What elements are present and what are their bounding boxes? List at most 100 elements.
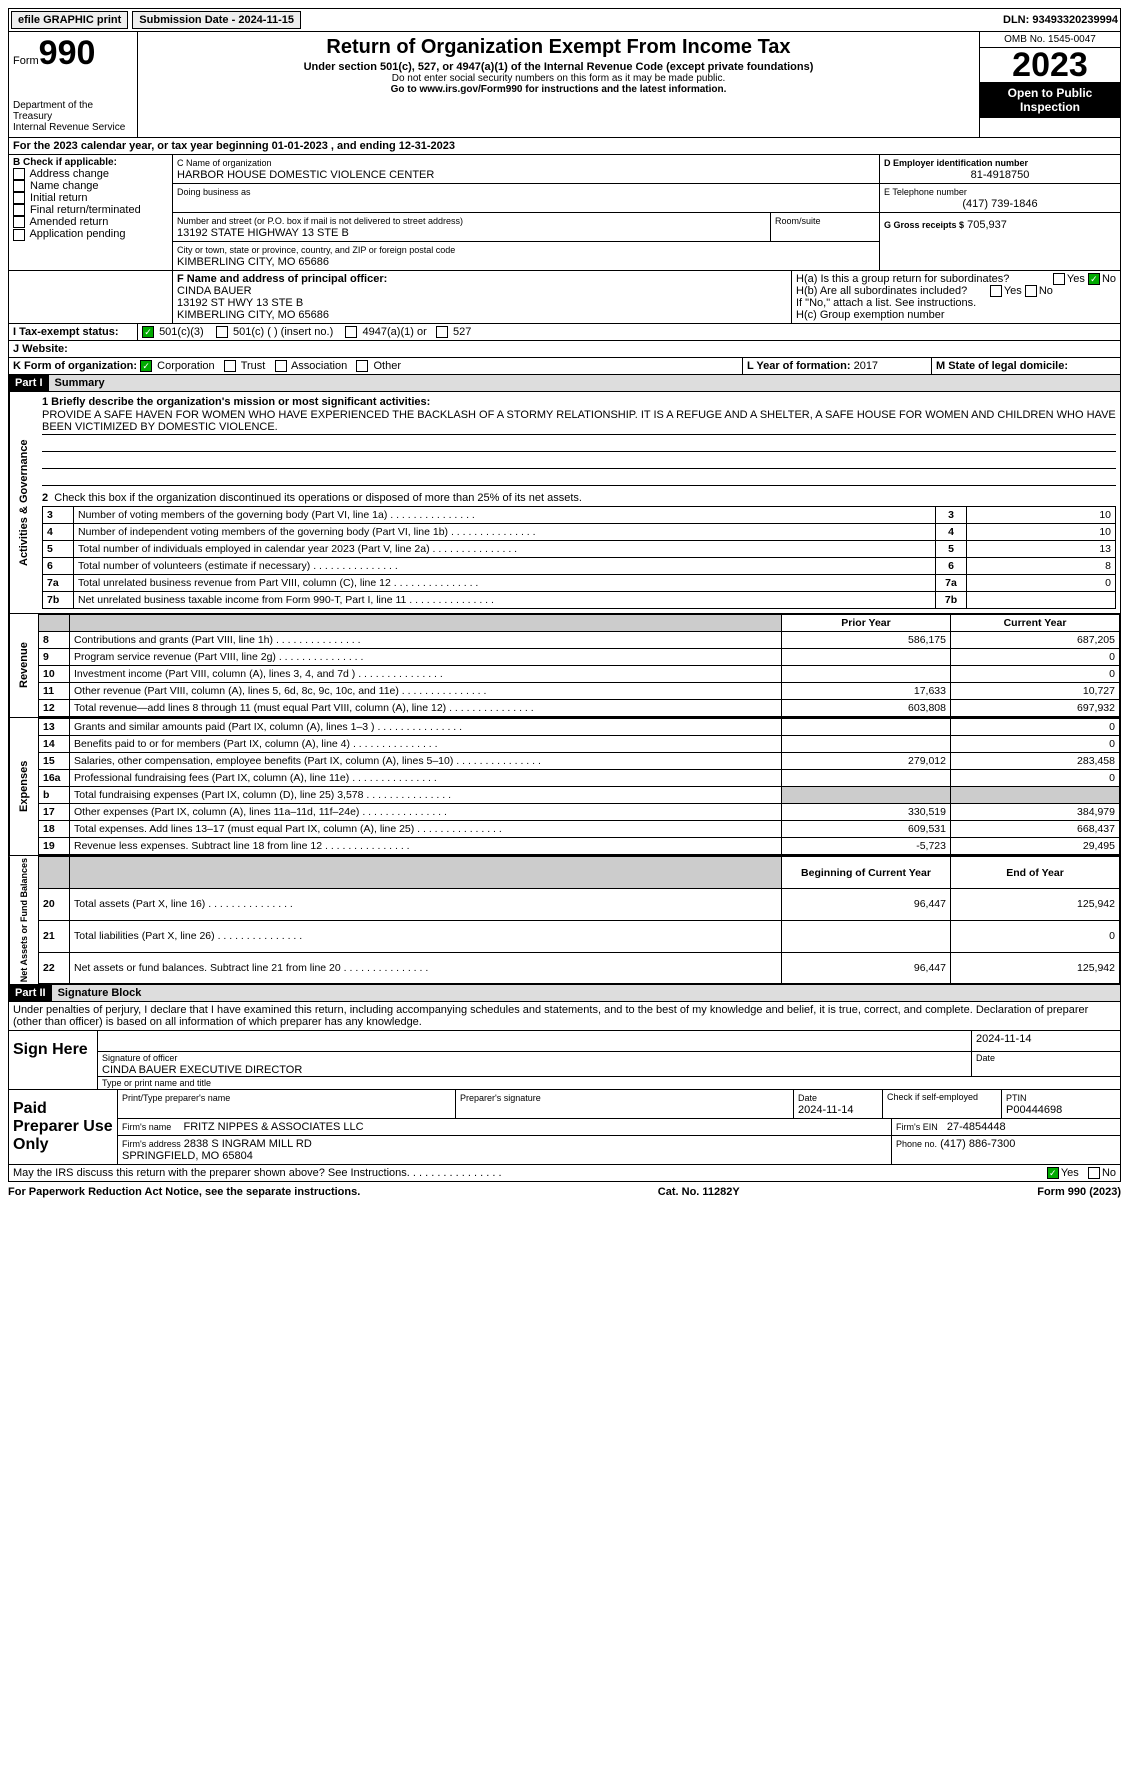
expenses-section: Expenses 13Grants and similar amounts pa… xyxy=(8,718,1121,856)
ptin: P00444698 xyxy=(1006,1104,1062,1116)
dln-label: DLN: xyxy=(1003,14,1032,26)
firm-addr-label: Firm's address xyxy=(122,1139,181,1149)
opt-501c: 501(c) ( ) (insert no.) xyxy=(233,326,333,338)
city-state-zip: KIMBERLING CITY, MO 65686 xyxy=(177,256,329,268)
sig-officer-label: Signature of officer xyxy=(102,1053,177,1063)
box-klm-row: K Form of organization: Corporation Trus… xyxy=(8,358,1121,375)
perjury: Under penalties of perjury, I declare th… xyxy=(9,1002,1120,1030)
telephone: (417) 739-1846 xyxy=(884,198,1116,210)
opt-corp: Corporation xyxy=(157,360,214,372)
side-expenses: Expenses xyxy=(9,718,38,855)
opt-527: 527 xyxy=(453,326,471,338)
boxb-checkbox[interactable] xyxy=(13,216,25,228)
boxb-checkbox[interactable] xyxy=(13,192,25,204)
efile-button[interactable]: efile GRAPHIC print xyxy=(11,11,128,29)
box-m-label: M State of legal domicile: xyxy=(936,360,1068,372)
firm-phone: (417) 886-7300 xyxy=(940,1138,1015,1150)
mission-label: 1 Briefly describe the organization's mi… xyxy=(42,396,1116,408)
opt-501c3: 501(c)(3) xyxy=(159,326,204,338)
boxb-checkbox[interactable] xyxy=(13,229,25,241)
form-number: 990 xyxy=(39,34,96,72)
prep-date-label: Date xyxy=(798,1093,817,1103)
submission-button[interactable]: Submission Date - 2024-11-15 xyxy=(132,11,301,29)
ha-no-checkbox[interactable] xyxy=(1088,273,1100,285)
side-governance: Activities & Governance xyxy=(9,392,38,613)
assoc-checkbox[interactable] xyxy=(275,360,287,372)
open-public-badge: Open to Public Inspection xyxy=(980,82,1120,118)
part2-header: Part II xyxy=(9,985,52,1001)
prep-name-label: Print/Type preparer's name xyxy=(122,1093,230,1103)
discuss-yes-checkbox[interactable] xyxy=(1047,1167,1059,1179)
boxb-checkbox[interactable] xyxy=(13,168,25,180)
box-f-label: F Name and address of principal officer: xyxy=(177,273,387,285)
part1-body: Activities & Governance 1 Briefly descri… xyxy=(8,392,1121,614)
501c-checkbox[interactable] xyxy=(216,326,228,338)
yes-label: Yes xyxy=(1004,285,1022,297)
dept-treasury: Department of the Treasury Internal Reve… xyxy=(13,100,133,133)
corp-checkbox[interactable] xyxy=(140,360,152,372)
line2-text: Check this box if the organization disco… xyxy=(54,492,582,504)
boxb-checkbox[interactable] xyxy=(13,180,25,192)
boxb-checkbox[interactable] xyxy=(13,204,25,216)
box-h-c: H(c) Group exemption number xyxy=(796,309,1116,321)
room-label: Room/suite xyxy=(775,216,821,226)
discuss-no-checkbox[interactable] xyxy=(1088,1167,1100,1179)
self-employed-label: Check if self-employed xyxy=(887,1092,978,1102)
officer-signature-line[interactable] xyxy=(98,1031,972,1051)
box-h-a: H(a) Is this a group return for subordin… xyxy=(796,273,1116,285)
opt-other: Other xyxy=(373,360,401,372)
trust-checkbox[interactable] xyxy=(224,360,236,372)
form-title: Return of Organization Exempt From Incom… xyxy=(142,36,975,59)
gross-receipts: 705,937 xyxy=(967,219,1007,231)
perjury-text: Under penalties of perjury, I declare th… xyxy=(8,1002,1121,1031)
org-name: HARBOR HOUSE DOMESTIC VIOLENCE CENTER xyxy=(177,169,434,181)
top-bar: efile GRAPHIC print Submission Date - 20… xyxy=(8,8,1121,32)
mission-text: PROVIDE A SAFE HAVEN FOR WOMEN WHO HAVE … xyxy=(42,408,1116,435)
501c3-checkbox[interactable] xyxy=(142,326,154,338)
box-k-label: K Form of organization: xyxy=(13,360,137,372)
no-label: No xyxy=(1102,273,1116,285)
ein: 81-4918750 xyxy=(884,169,1116,181)
form-header: Form990 Department of the Treasury Inter… xyxy=(8,32,1121,138)
box-b-label: B Check if applicable: xyxy=(13,157,168,168)
street-address: 13192 STATE HIGHWAY 13 STE B xyxy=(177,227,349,239)
hb-no-checkbox[interactable] xyxy=(1025,285,1037,297)
goto-link[interactable]: Go to www.irs.gov/Form990 for instructio… xyxy=(142,84,975,95)
revenue-section: Revenue Prior YearCurrent Year8Contribut… xyxy=(8,614,1121,718)
cat-no: Cat. No. 11282Y xyxy=(658,1186,740,1198)
form-word: Form xyxy=(13,55,39,67)
part1-header: Part I xyxy=(9,375,49,391)
paid-preparer-label: Paid Preparer Use Only xyxy=(9,1090,118,1164)
side-netassets: Net Assets or Fund Balances xyxy=(9,856,38,984)
ptin-label: PTIN xyxy=(1006,1093,1027,1103)
firm-name: FRITZ NIPPES & ASSOCIATES LLC xyxy=(183,1121,363,1133)
boxes-bcdefg: B Check if applicable: Address change Na… xyxy=(8,155,1121,271)
opt-assoc: Association xyxy=(291,360,347,372)
4947-checkbox[interactable] xyxy=(345,326,357,338)
hb-yes-checkbox[interactable] xyxy=(990,285,1002,297)
side-revenue: Revenue xyxy=(9,614,38,717)
mission-blank xyxy=(42,469,1116,486)
submission-label: Submission Date - xyxy=(139,14,238,26)
dba-label: Doing business as xyxy=(177,187,251,197)
sign-here-block: Sign Here 2024-11-14 Signature of office… xyxy=(8,1031,1121,1090)
officer-sig-name: CINDA BAUER EXECUTIVE DIRECTOR xyxy=(102,1064,302,1076)
ssn-note: Do not enter social security numbers on … xyxy=(142,73,975,84)
date-label: Date xyxy=(976,1053,995,1063)
527-checkbox[interactable] xyxy=(436,326,448,338)
ha-text: H(a) Is this a group return for subordin… xyxy=(796,273,1009,285)
form-ref: Form 990 (2023) xyxy=(1037,1186,1121,1198)
box-i-label: I Tax-exempt status: xyxy=(9,324,138,340)
firm-ein-label: Firm's EIN xyxy=(896,1122,938,1132)
ha-yes-checkbox[interactable] xyxy=(1053,273,1065,285)
discuss-text: May the IRS discuss this return with the… xyxy=(13,1167,502,1179)
firm-ein: 27-4854448 xyxy=(947,1121,1006,1133)
box-d-label: D Employer identification number xyxy=(884,158,1028,168)
other-checkbox[interactable] xyxy=(356,360,368,372)
boxes-fh: F Name and address of principal officer:… xyxy=(8,271,1121,324)
officer-addr2: KIMBERLING CITY, MO 65686 xyxy=(177,309,329,321)
city-label: City or town, state or province, country… xyxy=(177,245,455,255)
opt-trust: Trust xyxy=(241,360,266,372)
box-l-label: L Year of formation: xyxy=(747,360,851,372)
tax-year: 2023 xyxy=(980,48,1120,82)
